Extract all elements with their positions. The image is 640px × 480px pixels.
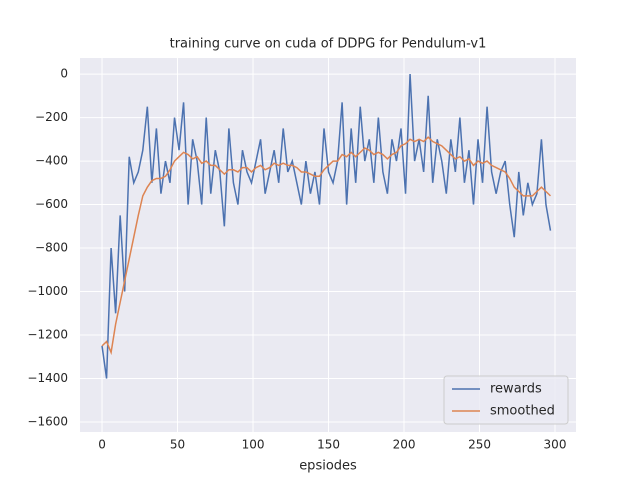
y-tick-label: −1400 (27, 371, 68, 385)
x-tick-label: 0 (98, 438, 106, 452)
legend-label: rewards (490, 382, 542, 397)
chart-title: training curve on cuda of DDPG for Pendu… (170, 37, 487, 52)
y-tick-label: −600 (35, 197, 68, 211)
x-axis-label: epsiodes (299, 459, 357, 474)
x-tick-label: 50 (170, 438, 185, 452)
x-tick-label: 150 (317, 438, 340, 452)
legend-box (443, 375, 569, 425)
x-tick-label: 250 (468, 438, 491, 452)
y-tick-label: −400 (35, 154, 68, 168)
x-tick-label: 300 (544, 438, 567, 452)
y-tick-label: −800 (35, 241, 68, 255)
y-tick-label: −1200 (27, 328, 68, 342)
plot-area (80, 58, 576, 432)
line (101, 74, 552, 379)
x-tick-label: 200 (393, 438, 416, 452)
legend-label: smoothed (490, 404, 555, 419)
line (101, 136, 551, 356)
y-tick-label: 0 (60, 67, 68, 81)
x-tick-label: 100 (242, 438, 265, 452)
y-tick-label: −1000 (27, 284, 68, 298)
y-tick-label: −1600 (27, 414, 68, 428)
y-tick-label: −200 (35, 110, 68, 124)
